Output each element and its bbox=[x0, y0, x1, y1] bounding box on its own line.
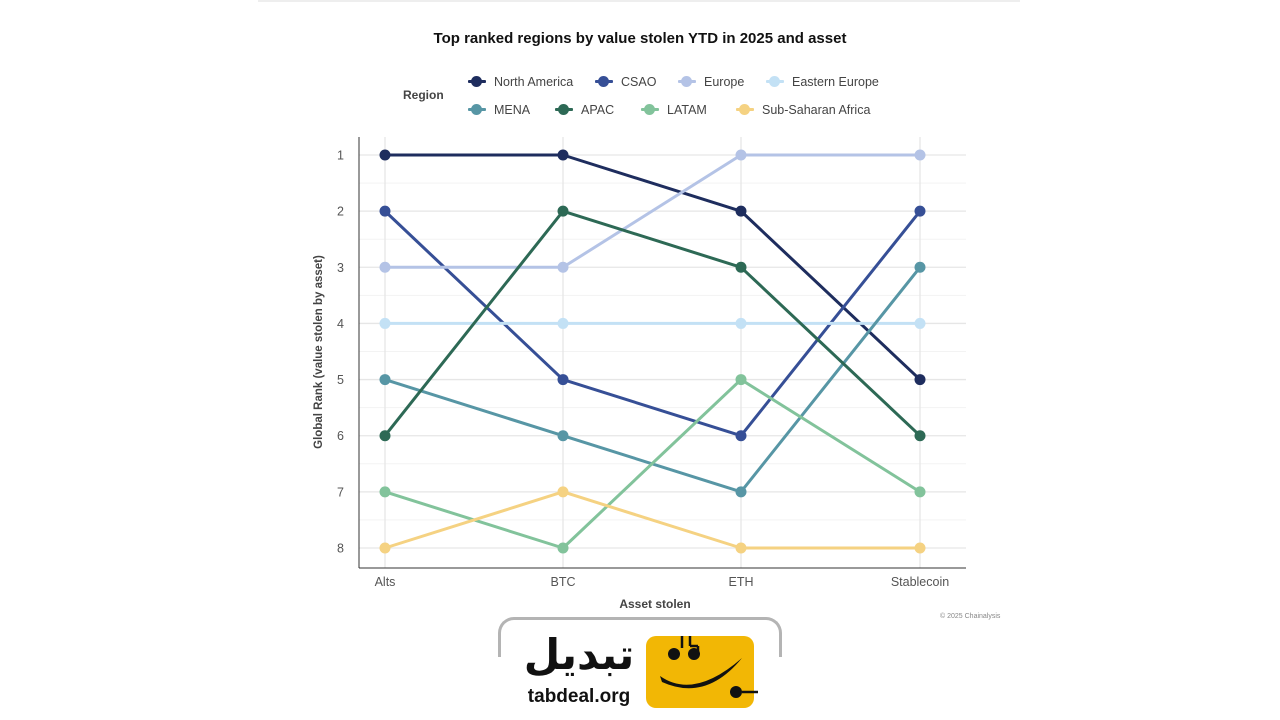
y-tick-label: 7 bbox=[337, 485, 344, 499]
data-point bbox=[379, 374, 391, 386]
legend-title: Region bbox=[403, 88, 444, 102]
data-point bbox=[735, 374, 747, 386]
x-tick-label: Alts bbox=[375, 575, 396, 589]
data-point bbox=[735, 430, 747, 442]
data-point bbox=[557, 317, 569, 329]
data-point bbox=[557, 149, 569, 161]
data-point bbox=[557, 542, 569, 554]
legend-swatch bbox=[678, 74, 696, 90]
y-tick-label: 4 bbox=[337, 317, 344, 331]
y-tick-label: 6 bbox=[337, 429, 344, 443]
data-point bbox=[379, 317, 391, 329]
y-tick-label: 2 bbox=[337, 205, 344, 219]
data-point bbox=[914, 205, 926, 217]
data-point bbox=[914, 317, 926, 329]
logo-url: tabdeal.org bbox=[527, 686, 631, 707]
data-point bbox=[735, 149, 747, 161]
copyright-notice: © 2025 Chainalysis bbox=[940, 613, 1001, 620]
legend-swatch bbox=[468, 102, 486, 118]
data-point bbox=[735, 486, 747, 498]
y-axis-title: Global Rank (value stolen by asset) bbox=[313, 255, 325, 449]
legend-label: APAC bbox=[581, 103, 615, 117]
data-point bbox=[735, 261, 747, 273]
legend-swatch bbox=[468, 74, 486, 90]
data-point bbox=[914, 149, 926, 161]
data-point bbox=[557, 374, 569, 386]
data-point bbox=[557, 205, 569, 217]
data-point bbox=[914, 261, 926, 273]
data-point bbox=[379, 205, 391, 217]
x-tick-label: BTC bbox=[551, 575, 576, 589]
tabdeal-logo-icon bbox=[646, 636, 758, 708]
logo-arabic-wordmark: تبدیل bbox=[523, 630, 635, 679]
legend-label: North America bbox=[494, 75, 574, 89]
legend-item: Sub-Saharan Africa bbox=[736, 102, 870, 118]
data-point bbox=[914, 542, 926, 554]
series-line bbox=[383, 153, 922, 382]
data-point bbox=[914, 374, 926, 386]
data-point bbox=[379, 430, 391, 442]
legend-label: Europe bbox=[704, 75, 745, 89]
series-line bbox=[383, 209, 922, 438]
chart-title: Top ranked regions by value stolen YTD i… bbox=[433, 30, 847, 47]
data-point bbox=[379, 486, 391, 498]
y-tick-label: 5 bbox=[337, 373, 344, 387]
y-tick-label: 8 bbox=[337, 542, 344, 556]
x-tick-label: ETH bbox=[729, 575, 754, 589]
data-point bbox=[735, 205, 747, 217]
series-line bbox=[383, 490, 922, 550]
legend-item: North America bbox=[468, 74, 573, 90]
legend-item: CSAO bbox=[595, 74, 656, 90]
legend-item: Europe bbox=[678, 74, 744, 90]
data-point bbox=[735, 542, 747, 554]
logo-frame bbox=[498, 617, 782, 657]
legend-swatch bbox=[766, 74, 784, 90]
series-line bbox=[383, 153, 922, 269]
x-axis-title: Asset stolen bbox=[619, 597, 690, 611]
x-tick-label: Stablecoin bbox=[891, 575, 949, 589]
data-point bbox=[914, 486, 926, 498]
legend-swatch bbox=[736, 102, 754, 118]
legend-label: Sub-Saharan Africa bbox=[762, 103, 871, 117]
legend-item: Eastern Europe bbox=[766, 74, 879, 90]
legend-swatch bbox=[641, 102, 659, 118]
data-point bbox=[557, 486, 569, 498]
y-tick-label: 1 bbox=[337, 149, 344, 163]
legend-swatch bbox=[555, 102, 573, 118]
data-point bbox=[914, 430, 926, 442]
data-point bbox=[379, 261, 391, 273]
data-point bbox=[557, 261, 569, 273]
data-point bbox=[379, 149, 391, 161]
legend-item: APAC bbox=[555, 102, 614, 118]
legend-label: CSAO bbox=[621, 75, 657, 89]
top-divider bbox=[258, 0, 1020, 2]
y-tick-label: 3 bbox=[337, 261, 344, 275]
legend-item: MENA bbox=[468, 102, 530, 118]
data-point bbox=[557, 430, 569, 442]
legend-label: Eastern Europe bbox=[792, 75, 879, 89]
data-point bbox=[735, 317, 747, 329]
legend-label: LATAM bbox=[667, 103, 707, 117]
data-point bbox=[379, 542, 391, 554]
legend-item: LATAM bbox=[641, 102, 707, 118]
legend-swatch bbox=[595, 74, 613, 90]
legend-label: MENA bbox=[494, 103, 531, 117]
